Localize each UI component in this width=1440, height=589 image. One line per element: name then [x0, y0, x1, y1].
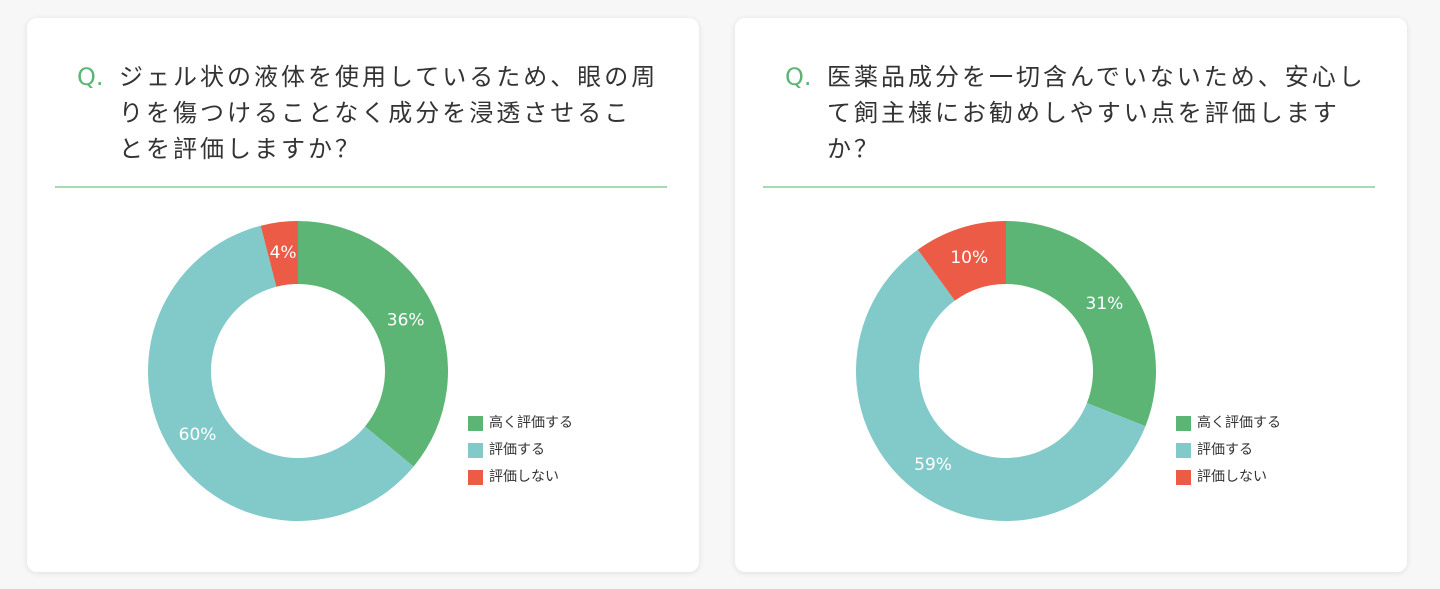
- legend-label: 評価する: [489, 442, 545, 458]
- question-line: とを評価しますか？: [119, 135, 362, 163]
- survey-card-2: Q. 医薬品成分を一切含んでいないため、安心し て飼主様にお勧めしやすい点を評価…: [735, 18, 1407, 572]
- slice-low: [260, 221, 298, 287]
- donut-chart: 31% 59% 10%: [856, 221, 1156, 521]
- question: Q. 医薬品成分を一切含んでいないため、安心し て飼主様にお勧めしやすい点を評価…: [785, 59, 1375, 167]
- legend-swatch-low: [1176, 469, 1191, 485]
- slice-label-low: 4%: [270, 243, 297, 263]
- legend-item-mid: 評価する: [468, 441, 573, 459]
- question-text: ジェル状の液体を使用しているため、眼の周 りを傷つけることなく成分を浸透させるこ…: [119, 59, 658, 167]
- question-mark: Q.: [77, 63, 104, 91]
- legend-item-mid: 評価する: [1176, 441, 1281, 459]
- divider: [763, 186, 1375, 188]
- legend-item-low: 評価しない: [468, 468, 573, 486]
- legend-swatch-high: [1176, 415, 1191, 431]
- slice-label-high: 36%: [387, 310, 425, 330]
- question-line: 医薬品成分を一切含んでいないため、安心し: [827, 63, 1366, 91]
- legend-item-low: 評価しない: [1176, 468, 1281, 486]
- legend-swatch-mid: [1176, 442, 1191, 458]
- legend-label: 評価する: [1197, 442, 1253, 458]
- question-line: ジェル状の液体を使用しているため、眼の周: [119, 63, 659, 91]
- chart-legend: 高く評価する 評価する 評価しない: [1176, 414, 1281, 495]
- slice-label-mid: 60%: [179, 425, 217, 445]
- legend-label: 評価しない: [1197, 469, 1267, 485]
- question: Q. ジェル状の液体を使用しているため、眼の周 りを傷つけることなく成分を浸透さ…: [77, 59, 667, 167]
- legend-swatch-mid: [468, 442, 483, 458]
- legend-item-high: 高く評価する: [468, 414, 573, 432]
- question-mark: Q.: [785, 63, 812, 91]
- legend-label: 高く評価する: [1197, 415, 1281, 431]
- legend-item-high: 高く評価する: [1176, 414, 1281, 432]
- slice-mid: [148, 225, 414, 521]
- donut-chart: 36% 60% 4%: [148, 221, 448, 521]
- survey-card-1: Q. ジェル状の液体を使用しているため、眼の周 りを傷つけることなく成分を浸透さ…: [27, 18, 699, 572]
- divider: [55, 186, 667, 188]
- slice-label-mid: 59%: [914, 455, 952, 475]
- slice-label-low: 10%: [950, 248, 988, 268]
- question-text: 医薬品成分を一切含んでいないため、安心し て飼主様にお勧めしやすい点を評価します…: [827, 59, 1366, 167]
- question-line: て飼主様にお勧めしやすい点を評価します: [827, 99, 1340, 127]
- slice-low: [917, 221, 1006, 301]
- question-line: りを傷つけることなく成分を浸透させるこ: [119, 99, 632, 127]
- slice-mid: [856, 249, 1146, 521]
- legend-swatch-low: [468, 469, 483, 485]
- legend-swatch-high: [468, 415, 483, 431]
- legend-label: 高く評価する: [489, 415, 573, 431]
- question-line: か？: [827, 135, 881, 163]
- legend-label: 評価しない: [489, 469, 559, 485]
- slice-label-high: 31%: [1086, 294, 1124, 314]
- chart-legend: 高く評価する 評価する 評価しない: [468, 414, 573, 495]
- slice-high: [298, 221, 448, 467]
- slice-high: [1006, 221, 1156, 427]
